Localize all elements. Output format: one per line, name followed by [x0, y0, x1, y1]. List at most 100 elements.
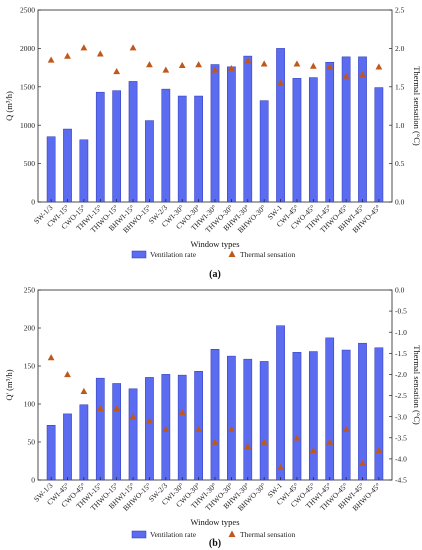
marker-2-19 [359, 459, 366, 466]
marker-2-5 [129, 413, 137, 420]
ytick-right: -3.5 [395, 433, 407, 442]
ytick-left: 250 [24, 286, 36, 295]
marker-2-4 [113, 404, 121, 411]
bar-2-6 [145, 377, 154, 481]
ytick-left: 200 [24, 324, 36, 333]
marker-1-1 [64, 52, 71, 59]
bar-1-6 [145, 120, 154, 203]
legend-marker-swatch [228, 250, 236, 257]
bar-1-19 [358, 56, 367, 203]
marker-2-17 [326, 438, 334, 445]
y2-axis-title: Thermal sensation (°C) [412, 66, 422, 146]
marker-1-7 [162, 66, 170, 73]
marker-2-15 [293, 434, 301, 441]
bar-2-10 [210, 349, 220, 481]
marker-2-16 [309, 447, 317, 454]
marker-1-3 [96, 50, 104, 57]
ytick-right: 0.0 [395, 198, 405, 207]
marker-2-10 [211, 438, 219, 445]
legend-thermal-sensation: Thermal sensation [240, 530, 295, 539]
bar-2-4 [112, 383, 122, 481]
bar-2-12 [243, 358, 253, 481]
panel-caption: (a) [209, 269, 221, 280]
y-axis-title: Q' (m³/h) [4, 369, 14, 400]
ytick-right: -3.0 [395, 412, 407, 421]
marker-2-12 [244, 442, 252, 449]
bar-2-3 [95, 377, 105, 481]
marker-1-16 [309, 62, 317, 69]
bar-2-9 [194, 371, 203, 481]
ytick-right: -4.0 [395, 454, 407, 463]
bar-1-11 [227, 66, 236, 203]
ytick-left: 100 [24, 400, 36, 409]
bar-1-17 [325, 61, 335, 203]
ytick-left: 1000 [20, 121, 35, 130]
bar-2-11 [227, 355, 236, 481]
ytick-right: -2.0 [395, 370, 407, 379]
bar-1-20 [374, 87, 384, 203]
marker-1-11 [227, 64, 235, 72]
ytick-right: -2.5 [395, 391, 407, 400]
bar-1-4 [112, 90, 122, 203]
ytick-right: 2.0 [395, 44, 405, 53]
legend-ventilation-rate: Ventilation rate [150, 250, 197, 259]
ytick-left: 0 [31, 476, 35, 485]
ytick-right: 1.0 [395, 121, 405, 130]
bar-1-0 [46, 136, 56, 203]
bar-1-12 [243, 55, 253, 203]
marker-2-3 [96, 404, 104, 411]
ytick-right: -1.0 [395, 328, 407, 337]
bar-2-19 [358, 342, 367, 481]
marker-1-6 [146, 61, 153, 68]
x-axis-title: Window types [191, 239, 240, 249]
marker-1-19 [359, 71, 366, 78]
marker-1-0 [47, 56, 55, 63]
ytick-left: 500 [24, 159, 36, 168]
ytick-left: 0 [31, 198, 35, 207]
legend-thermal-sensation: Thermal sensation [240, 250, 295, 259]
marker-2-11 [227, 425, 235, 433]
bar-2-18 [341, 349, 351, 481]
marker-1-5 [129, 44, 137, 51]
ytick-left: 50 [28, 438, 36, 447]
ytick-left: 2500 [20, 6, 35, 15]
marker-1-14 [277, 79, 284, 86]
bar-1-10 [210, 64, 220, 203]
marker-1-10 [211, 66, 219, 73]
marker-2-20 [375, 447, 383, 454]
bar-1-9 [194, 95, 203, 203]
marker-2-7 [162, 425, 170, 433]
bar-1-5 [128, 81, 138, 203]
bar-2-0 [46, 425, 56, 481]
marker-1-18 [342, 72, 350, 79]
bar-1-15 [292, 78, 302, 203]
bar-2-15 [292, 352, 302, 481]
bar-1-1 [63, 128, 72, 203]
bar-2-20 [374, 347, 384, 481]
panel-caption: (b) [209, 538, 221, 549]
marker-2-2 [80, 387, 88, 395]
bar-2-8 [177, 374, 187, 481]
bar-1-7 [161, 88, 171, 203]
legend-ventilation-rate: Ventilation rate [150, 530, 197, 539]
ytick-left: 150 [24, 362, 36, 371]
bar-2-16 [308, 351, 318, 481]
bar-1-16 [308, 77, 318, 203]
chart-panel-1: 050010001500200025000.00.51.01.52.02.5SW… [4, 6, 422, 280]
bar-2-5 [128, 388, 138, 481]
ytick-right: -4.5 [395, 476, 407, 485]
marker-1-17 [326, 63, 334, 70]
ytick-right: 0.0 [395, 286, 405, 295]
bar-2-14 [276, 325, 285, 481]
ytick-left: 1500 [20, 82, 35, 91]
bar-1-13 [259, 100, 269, 203]
ytick-left: 2000 [20, 44, 35, 53]
bar-1-2 [79, 139, 89, 203]
bar-1-14 [276, 48, 285, 203]
marker-2-0 [47, 354, 55, 361]
ytick-right: 2.5 [395, 6, 405, 15]
marker-2-1 [64, 371, 71, 378]
ytick-right: -1.5 [395, 349, 407, 358]
marker-1-12 [244, 57, 252, 64]
